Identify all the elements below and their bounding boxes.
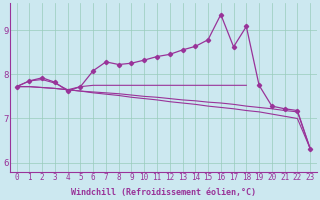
X-axis label: Windchill (Refroidissement éolien,°C): Windchill (Refroidissement éolien,°C) [71, 188, 256, 197]
